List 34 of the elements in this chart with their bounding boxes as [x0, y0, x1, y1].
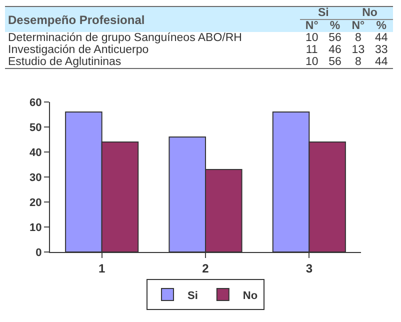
text: Desempeño Profesional	[5, 6, 300, 32]
legend-label: No	[346, 6, 393, 20]
legend-label: Si	[188, 290, 198, 302]
data-label: 11	[304, 44, 319, 56]
text: %	[370, 20, 393, 32]
data-label: 46	[328, 44, 342, 56]
y-tick-label: 40	[30, 146, 42, 159]
x-tick-label: 2	[202, 261, 210, 276]
data-label: 44	[374, 32, 389, 44]
y-tick-label: 20	[30, 196, 42, 209]
data-label: 10	[300, 56, 324, 68]
data-label: 8	[346, 56, 370, 68]
legend-label: No	[242, 290, 258, 302]
text: N°	[346, 20, 370, 32]
data-label: 33	[374, 44, 389, 56]
category-label: Investigación de Anticuerpo	[7, 44, 150, 56]
y-tick-label: 0	[36, 246, 42, 259]
data-label: 8	[354, 32, 362, 44]
y-tick-label: 30	[30, 172, 42, 184]
text: %	[323, 20, 347, 32]
x-tick-label: 3	[306, 261, 313, 276]
y-tick-label: 50	[30, 122, 42, 134]
text: Si	[300, 6, 347, 20]
text: N°	[300, 20, 324, 32]
data-label: 44	[370, 56, 393, 68]
y-tick-label: 10	[30, 222, 42, 234]
category-label: Determinación de grupo Sanguíneos ABO/RH	[7, 32, 243, 44]
y-tick-label: 60	[30, 96, 42, 109]
data-label: 10	[304, 32, 320, 44]
category-label: Estudio de Aglutininas	[5, 56, 300, 68]
data-label: 56	[323, 56, 347, 68]
x-tick-label: 1	[98, 261, 106, 276]
data-label: 13	[350, 44, 366, 56]
data-label: 56	[328, 32, 342, 44]
